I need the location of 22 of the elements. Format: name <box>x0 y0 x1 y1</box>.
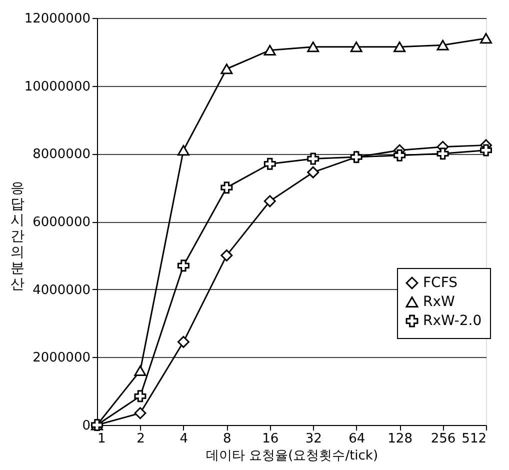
y-tick-label: 10000000 <box>24 79 90 94</box>
x-tick-label: 128 <box>388 432 412 446</box>
x-tick-label: 8 <box>223 432 232 446</box>
y-axis-title: 응답시간의 분산 <box>10 180 24 292</box>
legend-label: RxW-2.0 <box>423 313 482 329</box>
y-tick-label: 6000000 <box>32 215 90 230</box>
x-tick-label: 16 <box>262 432 279 446</box>
x-tick-label: 256 <box>430 432 456 446</box>
y-tick-label: 12000000 <box>24 12 90 26</box>
y-tick-label: 2000000 <box>32 350 90 366</box>
legend-label: RxW <box>423 294 456 310</box>
x-tick-label: 512 <box>462 432 486 446</box>
x-tick-label: 1 <box>98 432 106 446</box>
x-axis-title: 데이타 요청율(요청횟수/tick) <box>206 448 378 464</box>
legend-label: FCFS <box>423 275 458 291</box>
y-tick-label: 0 <box>82 418 90 434</box>
x-tick-label: 4 <box>180 432 188 446</box>
x-tick-label: 32 <box>305 432 322 446</box>
x-tick-label: 2 <box>136 432 145 446</box>
y-tick-label: 4000000 <box>32 282 90 298</box>
y-tick-label: 8000000 <box>32 147 90 162</box>
x-tick-label: 64 <box>348 432 366 446</box>
